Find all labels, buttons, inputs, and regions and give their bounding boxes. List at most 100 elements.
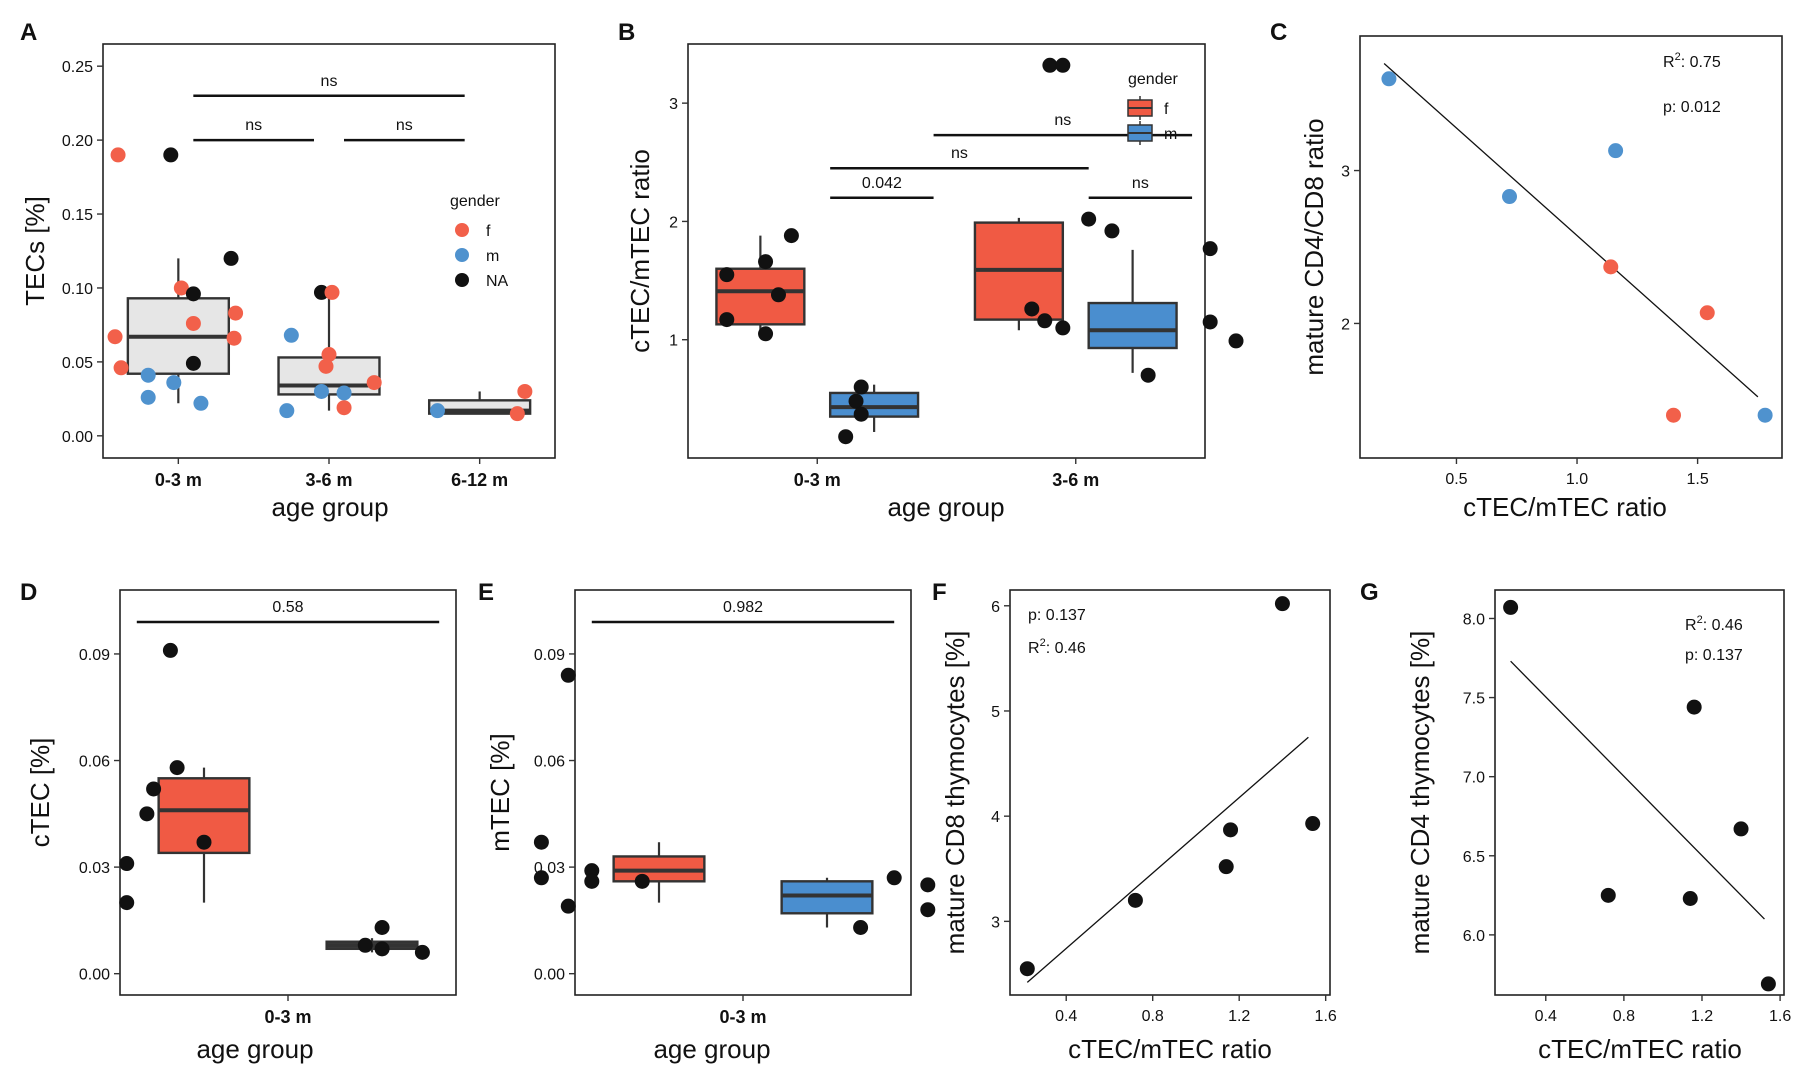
- data-point: [336, 385, 352, 401]
- x-axis-label: age group: [887, 492, 1004, 522]
- data-point: [357, 937, 373, 953]
- y-tick-label: 7.5: [1463, 691, 1485, 708]
- plot-frame: [1359, 35, 1783, 459]
- x-tick-label: 0.8: [1613, 1008, 1635, 1025]
- data-point: [1019, 961, 1035, 977]
- r-squared-value: : 0.75: [1681, 54, 1721, 71]
- data-point: [162, 642, 178, 658]
- y-tick-label: 0.00: [79, 967, 110, 984]
- data-point: [1733, 821, 1749, 837]
- x-tick-label: 1.2: [1691, 1008, 1713, 1025]
- x-tick-label: 0-3 m: [794, 470, 841, 490]
- r-squared-value: : 0.46: [1703, 617, 1743, 634]
- data-point: [226, 330, 242, 346]
- r-squared-label: R2: 0.46: [1685, 614, 1743, 634]
- data-point: [185, 286, 201, 302]
- data-point: [1055, 57, 1071, 73]
- x-axis-label: cTEC/mTEC ratio: [1538, 1034, 1742, 1064]
- data-point: [853, 406, 869, 422]
- y-tick-label: 0.10: [62, 281, 93, 298]
- y-axis-label: cTEC/mTEC ratio: [625, 149, 655, 353]
- y-tick-label: 5: [991, 704, 1000, 721]
- r-letter: R: [1028, 640, 1040, 657]
- data-point: [313, 383, 329, 399]
- y-axis-label: mature CD4 thymocytes [%]: [1405, 631, 1435, 955]
- legend-title: gender: [450, 193, 500, 210]
- y-tick-label: 0.00: [62, 429, 93, 446]
- y-tick-label: 2: [669, 214, 678, 231]
- data-point: [1603, 259, 1619, 275]
- panel-letter-g: G: [1360, 579, 1379, 606]
- data-point: [1682, 890, 1698, 906]
- x-tick-label: 1.6: [1315, 1008, 1337, 1025]
- y-tick-label: 0.05: [62, 355, 93, 372]
- regression-line: [1383, 63, 1759, 398]
- data-point: [560, 667, 576, 683]
- panel-letter-a: A: [20, 19, 37, 46]
- data-point: [1686, 699, 1702, 715]
- data-point: [113, 360, 129, 376]
- data-point: [1202, 314, 1218, 330]
- data-point: [193, 395, 209, 411]
- panel-f: F 3 4 5 6 mature CD8 thymocytes [%] cTEC/mTEC …: [932, 579, 1337, 1064]
- significance-label: ns: [245, 117, 262, 134]
- y-axis-label: cTEC [%]: [25, 738, 55, 848]
- box-body: [828, 391, 920, 418]
- panel-c: C 2 3 mature CD4/CD8 ratio cTEC/mTEC ratio 0.…: [1270, 19, 1783, 522]
- panel-d: D 0.00 0.03 0.06 0.09 cTEC [%] age group 0-3 m 0…: [20, 579, 457, 1064]
- data-point: [1600, 887, 1616, 903]
- legend-title: gender: [1128, 71, 1178, 88]
- panel-b: B 1 2 3 cTEC/mTEC ratio age group 0-3 m 3-6 m 0.…: [618, 19, 1244, 522]
- y-tick-label: 0.09: [79, 647, 110, 664]
- y-tick-label: 4: [991, 809, 1000, 826]
- data-point: [374, 941, 390, 957]
- x-axis-label: age group: [653, 1034, 770, 1064]
- y-tick-label: 0.15: [62, 207, 93, 224]
- plot-frame: [1494, 589, 1785, 996]
- data-point: [517, 383, 533, 399]
- y-axis-label: TECs [%]: [20, 196, 50, 306]
- data-point: [366, 375, 382, 391]
- data-point: [1503, 599, 1519, 615]
- x-tick-label: 0.8: [1142, 1008, 1164, 1025]
- data-point: [223, 250, 239, 266]
- data-point: [324, 284, 340, 300]
- data-point: [318, 358, 334, 374]
- y-tick-label: 1: [669, 333, 678, 350]
- data-point: [509, 406, 525, 422]
- data-point: [758, 254, 774, 270]
- data-point: [758, 326, 774, 342]
- data-point: [1699, 305, 1715, 321]
- panel-letter-c: C: [1270, 19, 1287, 46]
- data-point: [584, 863, 600, 879]
- legend-item-label: m: [1164, 126, 1177, 143]
- data-point: [848, 393, 864, 409]
- data-point: [1305, 816, 1321, 832]
- data-point: [414, 944, 430, 960]
- data-point: [584, 873, 600, 889]
- x-axis-label: cTEC/mTEC ratio: [1068, 1034, 1272, 1064]
- data-point: [139, 806, 155, 822]
- legend-swatch: [455, 248, 469, 262]
- y-tick-label: 0.00: [534, 967, 565, 984]
- regression-line: [1510, 660, 1765, 920]
- data-point: [163, 147, 179, 163]
- data-point: [1037, 313, 1053, 329]
- p-value-label: p: 0.137: [1685, 647, 1743, 664]
- x-tick-label: 0.4: [1055, 1008, 1077, 1025]
- y-tick-label: 8.0: [1463, 611, 1485, 628]
- data-point: [1381, 71, 1397, 87]
- data-point: [1140, 367, 1156, 383]
- data-point: [140, 389, 156, 405]
- y-tick-label: 0.03: [79, 860, 110, 877]
- x-tick-label: 0.4: [1535, 1008, 1557, 1025]
- data-point: [533, 870, 549, 886]
- data-point: [1228, 333, 1244, 349]
- x-tick-label: 1.5: [1686, 471, 1708, 488]
- data-point: [920, 877, 936, 893]
- y-axis-label: mature CD4/CD8 ratio: [1299, 118, 1329, 375]
- legend-item-label: NA: [486, 273, 509, 290]
- superscript-2: 2: [1040, 637, 1046, 649]
- panel-g: G 6.0 6.5 7.0 7.5 8.0 mature CD4 thymocytes [%…: [1360, 579, 1791, 1064]
- legend-swatch: [455, 223, 469, 237]
